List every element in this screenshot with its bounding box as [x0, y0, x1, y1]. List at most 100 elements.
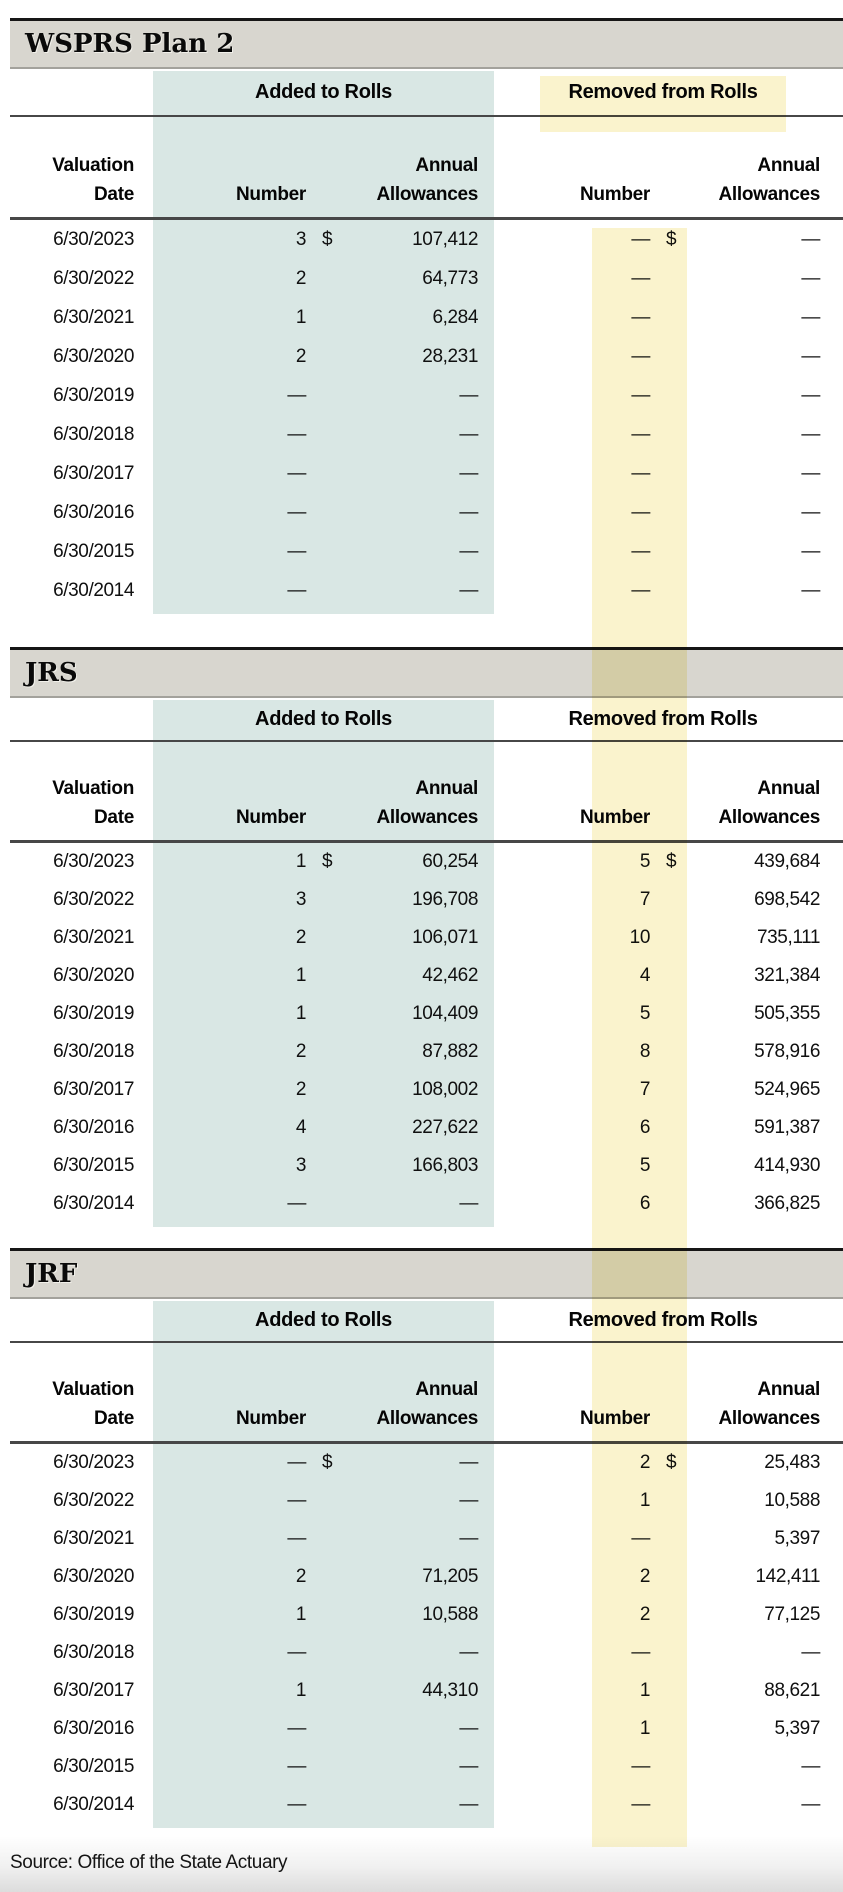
removed-annual-allowances: 321,384 — [754, 965, 820, 986]
column-header-rule — [10, 840, 843, 843]
removed-number: — — [631, 462, 650, 484]
removed-dollar-sign: $ — [666, 228, 677, 250]
removed-number: — — [631, 228, 650, 250]
added-annual-allowances-column-header: Annual Allowances — [376, 1379, 478, 1429]
added-annual-allowances: 64,773 — [422, 267, 478, 289]
removed-number: — — [631, 1642, 650, 1663]
table-rows: 6/30/2023 — $ — 2 $ 25,483 6/30/2022 — —… — [0, 1444, 843, 1824]
removed-number: — — [631, 540, 650, 562]
valuation-date: 6/30/2023 — [53, 851, 134, 872]
valuation-date: 6/30/2020 — [53, 965, 134, 986]
removed-annual-allowances: 439,684 — [754, 851, 820, 872]
group-header-row: Added to Rolls Removed from Rolls — [0, 698, 843, 740]
added-annual-allowances: — — [459, 1794, 478, 1815]
added-number: — — [287, 1756, 306, 1777]
table-row: 6/30/2015 — — — — — [0, 532, 843, 571]
removed-annual-allowances: — — [801, 1642, 820, 1663]
removed-from-rolls-header: Removed from Rolls — [568, 707, 758, 730]
added-annual-allowances: — — [459, 579, 478, 601]
removed-number: — — [631, 1794, 650, 1815]
added-number: — — [287, 1718, 306, 1739]
added-annual-allowances: — — [459, 1452, 478, 1473]
removed-annual-allowances: 142,411 — [755, 1566, 821, 1587]
added-number: 3 — [295, 1155, 307, 1176]
added-number-column-header: Number — [236, 807, 306, 828]
removed-annual-allowances: 524,965 — [754, 1079, 820, 1100]
added-annual-allowances: — — [459, 384, 478, 406]
table-row: 6/30/2018 2 87,882 8 578,916 — [0, 1033, 843, 1071]
valuation-date: 6/30/2014 — [53, 1193, 134, 1214]
pension-plan-table: JRF Added to Rolls Removed from Rolls Va… — [0, 1248, 843, 1828]
removed-number: 5 — [639, 851, 651, 872]
table-row: 6/30/2021 2 106,071 10 735,111 — [0, 919, 843, 957]
removed-annual-allowances: — — [801, 306, 820, 328]
valuation-date: 6/30/2021 — [53, 306, 134, 328]
added-to-rolls-highlight — [153, 1301, 494, 1828]
removed-number: 6 — [639, 1117, 651, 1138]
table-row: 6/30/2016 — — 1 5,397 — [0, 1710, 843, 1748]
removed-annual-allowances: 10,588 — [764, 1490, 820, 1511]
table-row: 6/30/2019 1 10,588 2 77,125 — [0, 1596, 843, 1634]
removed-number: 2 — [639, 1566, 651, 1587]
removed-annual-allowances: — — [801, 267, 820, 289]
table-row: 6/30/2018 — — — — — [0, 415, 843, 454]
removed-annual-allowances: 414,930 — [754, 1155, 820, 1176]
section-top-rule — [10, 1248, 843, 1251]
valuation-date: 6/30/2015 — [53, 1155, 134, 1176]
added-to-rolls-header: Added to Rolls — [255, 707, 392, 730]
added-annual-allowances: — — [459, 501, 478, 523]
added-to-rolls-highlight — [153, 700, 494, 1227]
table-row: 6/30/2016 — — — — — [0, 493, 843, 532]
valuation-date: 6/30/2021 — [53, 1528, 134, 1549]
valuation-date-column-header: Valuation Date — [52, 778, 134, 828]
added-annual-allowances: 10,588 — [422, 1604, 478, 1625]
table-row: 6/30/2023 1 $ 60,254 5 $ 439,684 — [0, 843, 843, 881]
section-top-rule — [10, 647, 843, 650]
table-row: 6/30/2019 — — — — — [0, 376, 843, 415]
valuation-date: 6/30/2022 — [53, 889, 134, 910]
added-number: — — [287, 540, 306, 562]
valuation-date: 6/30/2020 — [53, 1566, 134, 1587]
added-annual-allowances: 87,882 — [422, 1041, 478, 1062]
table-row: 6/30/2021 — — — 5,397 — [0, 1520, 843, 1558]
valuation-date: 6/30/2016 — [53, 501, 134, 523]
valuation-date: 6/30/2017 — [53, 1680, 134, 1701]
added-annual-allowances: 104,409 — [412, 1003, 478, 1024]
section-title-bar: JRS — [10, 650, 843, 698]
table-row: 6/30/2017 — — — — — [0, 454, 843, 493]
added-annual-allowances: 60,254 — [422, 851, 478, 872]
added-number: 1 — [295, 965, 307, 986]
removed-number: — — [631, 579, 650, 601]
removed-annual-allowances: — — [801, 1756, 820, 1777]
added-annual-allowances: — — [459, 1642, 478, 1663]
table-row: 6/30/2016 4 227,622 6 591,387 — [0, 1109, 843, 1147]
valuation-date: 6/30/2014 — [53, 1794, 134, 1815]
removed-annual-allowances-column-header: Annual Allowances — [718, 778, 820, 828]
valuation-date: 6/30/2016 — [53, 1718, 134, 1739]
added-annual-allowances-column-header: Annual Allowances — [376, 778, 478, 828]
removed-annual-allowances: 578,916 — [754, 1041, 820, 1062]
table-rows: 6/30/2023 1 $ 60,254 5 $ 439,684 6/30/20… — [0, 843, 843, 1223]
valuation-date: 6/30/2015 — [53, 1756, 134, 1777]
table-body: Added to Rolls Removed from Rolls Valuat… — [0, 698, 843, 1227]
removed-annual-allowances: — — [801, 462, 820, 484]
source-note: Source: Office of the State Actuary — [10, 1852, 288, 1873]
added-annual-allowances: 108,002 — [412, 1079, 478, 1100]
added-annual-allowances-column-header: Annual Allowances — [376, 155, 478, 205]
removed-annual-allowances: — — [801, 384, 820, 406]
removed-annual-allowances: 735,111 — [756, 927, 820, 948]
added-number: — — [287, 384, 306, 406]
group-header-row: Added to Rolls Removed from Rolls — [0, 1299, 843, 1341]
section-title: WSPRS Plan 2 — [25, 29, 235, 59]
valuation-date: 6/30/2019 — [53, 384, 134, 406]
valuation-date: 6/30/2018 — [53, 423, 134, 445]
added-annual-allowances: — — [459, 1490, 478, 1511]
valuation-date: 6/30/2017 — [53, 462, 134, 484]
added-annual-allowances: 227,622 — [412, 1117, 478, 1138]
added-number: 3 — [295, 228, 307, 250]
removed-dollar-sign: $ — [666, 851, 677, 872]
column-header-row: Valuation Date Number Annual Allowances Nu… — [0, 742, 843, 840]
removed-number: 1 — [639, 1490, 651, 1511]
valuation-date: 6/30/2019 — [53, 1604, 134, 1625]
removed-number: 7 — [639, 889, 651, 910]
